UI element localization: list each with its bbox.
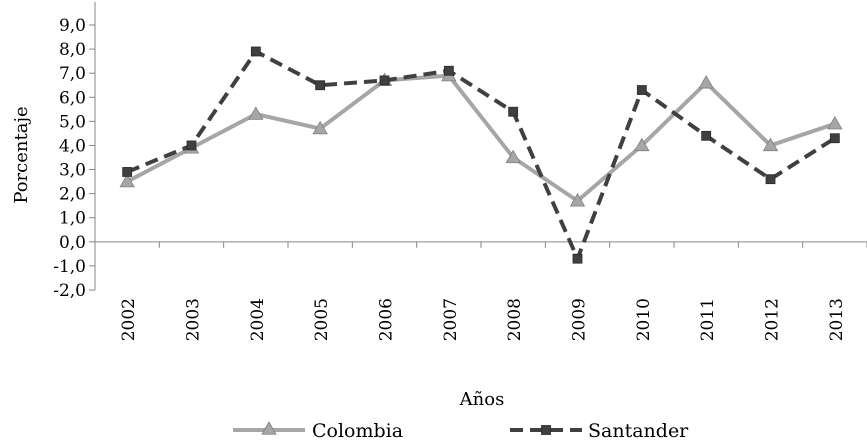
x-tick-label: 2010 [634,298,654,341]
data-point-colombia [762,137,779,152]
y-tick-label: 4,0 [59,136,86,156]
y-tick-label: -2,0 [53,281,86,301]
y-tick-label: 1,0 [59,209,86,229]
x-tick-label: 2007 [441,298,461,341]
y-tick-label: 9,0 [59,16,86,36]
y-tick-label: 3,0 [59,161,86,181]
y-tick-label: -1,0 [53,257,86,277]
data-point-colombia [698,75,714,89]
x-tick-label: 2002 [119,298,139,341]
data-point-santander [572,253,583,264]
legend-label-santander: Santander [588,420,689,441]
data-point-santander [379,75,390,86]
x-tick-label: 2003 [184,298,204,341]
data-point-santander [636,85,647,95]
y-axis-title: Porcentaje [11,106,32,203]
legend-marker-santander [541,425,551,435]
y-tick-label: 8,0 [59,40,86,60]
x-tick-label: 2013 [827,298,847,341]
y-tick-label: 5,0 [59,112,86,132]
x-tick-label: 2006 [377,298,397,341]
data-point-santander [508,106,519,117]
y-tick-label: 6,0 [59,88,86,108]
x-axis: 2002 2003 2004 2005 2006 2007 2008 2009 2010 2011… [94,241,867,341]
data-point-santander [443,65,454,76]
legend-label-colombia: Colombia [312,420,403,441]
data-point-colombia [569,193,586,207]
data-point-santander [829,133,840,144]
data-point-santander [765,174,776,185]
data-point-santander [186,140,197,151]
data-point-santander [250,46,261,57]
series-santander [122,46,840,264]
data-point-santander [701,130,712,141]
y-tick-label: 7,0 [59,64,86,84]
legend-marker-colombia [261,421,277,435]
data-point-colombia [312,120,328,135]
data-point-santander [315,80,326,91]
data-point-colombia [634,137,650,152]
series-layer [119,46,843,264]
x-tick-label: 2004 [248,298,268,341]
x-tick-label: 2011 [698,298,718,341]
x-tick-label: 2008 [505,298,525,341]
x-tick-label: 2005 [312,298,332,341]
x-tick-label: 2012 [763,298,783,341]
legend: Colombia Santander [233,420,689,441]
data-point-colombia [119,173,135,188]
series-line-colombia [126,73,836,203]
data-point-colombia [827,115,843,130]
data-point-colombia [505,149,521,164]
x-tick-label: 2009 [570,298,590,341]
series-line-santander [126,49,836,261]
y-tick-label: 2,0 [59,185,86,205]
x-axis-title: Años [459,389,505,410]
y-tick-label: 0,0 [59,233,86,253]
y-axis: -2,0 -1,0 0,0 1,0 2,0 3,0 4,0 5,0 6,0 7,0 8,0 9,0 [53,2,96,301]
data-point-santander [122,167,133,177]
data-point-colombia [248,106,264,120]
